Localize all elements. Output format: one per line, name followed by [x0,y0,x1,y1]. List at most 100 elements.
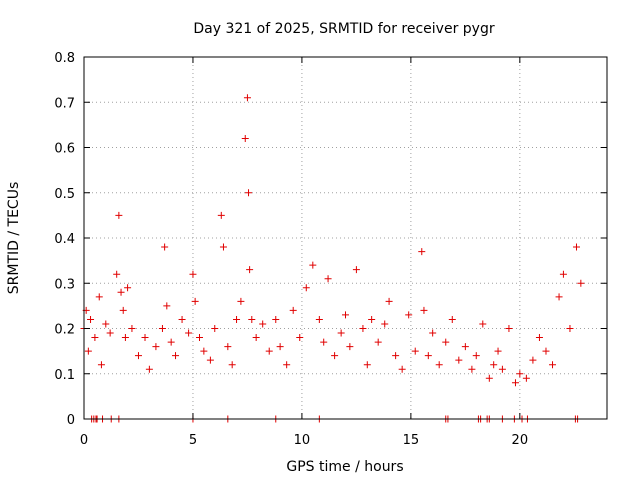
data-point [248,315,256,323]
data-point [498,365,506,373]
data-point [211,325,219,332]
y-tick-label: 0.6 [54,142,75,157]
data-point [405,311,413,319]
data-point [302,284,310,292]
data-point [259,320,267,328]
x-tick-label: 5 [189,433,197,448]
data-point [115,211,123,219]
data-point [320,338,328,346]
data-point [435,361,443,369]
x-axis-label: GPS time / hours [286,459,403,475]
data-point [87,315,95,323]
data-point [241,134,249,142]
data-point [121,334,129,342]
data-point [178,315,186,323]
data-point [265,347,273,355]
data-point [167,338,175,346]
data-point [374,338,382,346]
data-point [559,270,567,278]
data-point [309,261,317,269]
data-point [368,315,376,323]
data-point [485,374,493,382]
data-point [324,275,332,283]
axis-ticks [83,56,607,420]
data-point [359,325,367,332]
data-point [566,325,574,332]
data-point [346,343,354,351]
data-point [490,361,498,369]
data-point [106,329,114,337]
data-point [555,293,563,301]
data-point [529,356,537,364]
x-tick-label: 20 [512,433,529,448]
grid [84,57,607,419]
data-point [124,284,132,292]
data-point [128,325,136,332]
data-point [522,374,530,382]
data-point [461,343,469,351]
y-tick-label: 0.1 [54,368,75,383]
x-tick-label: 10 [294,433,311,448]
data-point [572,243,580,251]
data-point [505,325,513,332]
data-point [516,370,524,378]
y-tick-label: 0 [67,413,75,428]
data-points [80,94,585,423]
data-point [141,334,149,342]
data-point [420,306,428,314]
data-point [283,361,291,369]
data-point [237,297,245,305]
data-point [385,297,393,305]
data-point [455,356,463,364]
chart-title: Day 321 of 2025, SRMTID for receiver pyg… [193,21,494,37]
y-tick-label: 0.8 [54,51,75,66]
data-point [363,361,371,369]
y-tick-label: 0.2 [54,323,75,338]
data-point [189,270,197,278]
data-point [352,266,360,274]
data-point [200,347,208,355]
data-point [442,338,450,346]
data-point [337,329,345,337]
data-point [224,343,232,351]
data-point [91,334,99,342]
data-point [479,320,487,328]
data-point [161,243,169,251]
data-point [315,315,323,323]
data-point [84,347,92,355]
y-tick-labels: 0 0.1 0.2 0.3 0.4 0.5 0.6 0.7 0.8 [54,51,75,428]
data-point [206,356,214,364]
data-point [243,94,251,102]
data-point [228,361,236,369]
data-point [429,329,437,337]
data-point [398,365,406,373]
data-point [276,343,284,351]
x-tick-label: 15 [403,433,420,448]
data-point [411,347,419,355]
y-tick-label: 0.3 [54,277,75,292]
data-point [117,288,125,296]
data-point [134,352,142,360]
data-point [424,352,432,360]
data-point [511,379,519,387]
data-point [542,347,550,355]
data-point [158,325,166,332]
data-point [97,361,105,369]
data-point [549,361,557,369]
data-point [119,306,127,314]
data-point [246,266,254,274]
data-point [535,334,543,342]
data-point [468,365,476,373]
data-point [152,343,160,351]
data-point [296,334,304,342]
data-point [102,320,110,328]
data-point [219,243,227,251]
data-point [145,365,153,373]
y-tick-label: 0.7 [54,96,75,111]
data-point [381,320,389,328]
y-tick-label: 0.4 [54,232,75,247]
data-point [113,270,121,278]
data-point [252,334,260,342]
data-point [272,315,280,323]
x-tick-labels: 0 5 10 15 20 [80,433,528,448]
